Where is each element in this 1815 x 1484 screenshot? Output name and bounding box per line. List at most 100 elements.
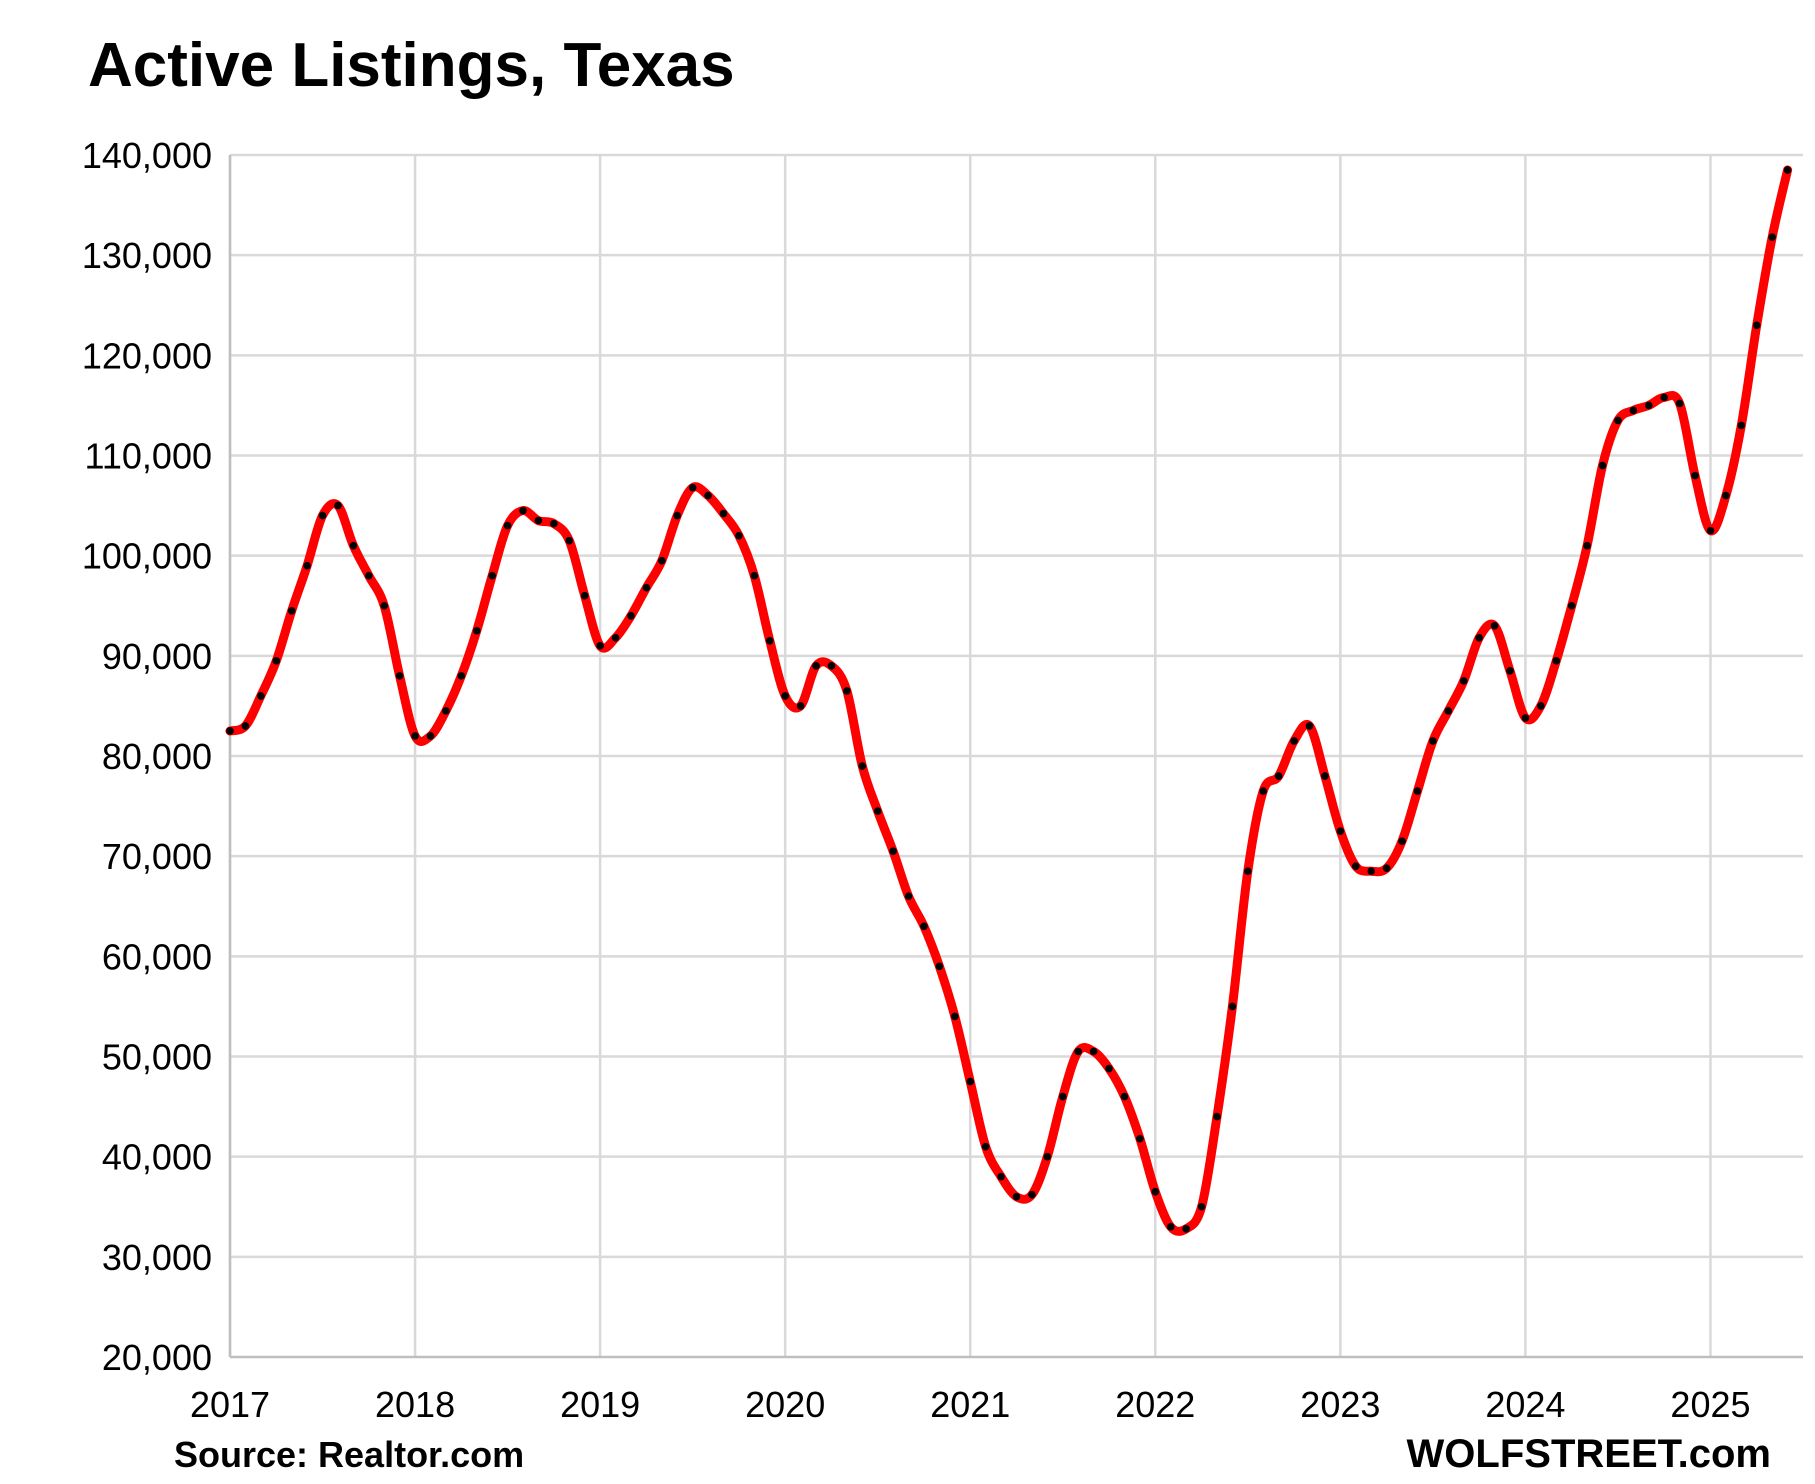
data-point — [1675, 399, 1684, 408]
chart-title: Active Listings, Texas — [88, 31, 735, 100]
x-tick-labels: 2017 2018 2019 2020 2021 2022 2023 2024 2025 — [190, 1384, 1751, 1425]
data-point — [580, 591, 589, 600]
data-point — [519, 506, 527, 515]
data-point — [550, 519, 558, 528]
data-point — [704, 491, 712, 500]
y-tick-label: 40,000 — [102, 1137, 212, 1178]
y-tick-label: 50,000 — [102, 1037, 212, 1078]
data-point — [1783, 166, 1792, 174]
data-point — [796, 702, 805, 710]
data-point — [920, 922, 928, 931]
data-point — [1244, 867, 1252, 875]
data-point — [688, 483, 697, 492]
data-point — [1182, 1224, 1190, 1233]
x-tick-label: 2024 — [1485, 1384, 1565, 1425]
data-point — [426, 732, 435, 740]
y-tick-label: 80,000 — [102, 736, 212, 777]
data-point — [935, 962, 944, 971]
data-point — [1290, 737, 1298, 745]
data-point — [318, 511, 327, 520]
data-point — [1305, 722, 1314, 730]
data-point — [812, 662, 820, 670]
data-point — [611, 634, 620, 642]
data-point — [334, 501, 342, 510]
y-tick-label: 20,000 — [102, 1337, 212, 1378]
y-tick-label: 130,000 — [82, 235, 212, 276]
data-point — [287, 606, 296, 615]
data-point — [951, 1012, 959, 1021]
data-point — [858, 762, 867, 770]
data-point — [873, 807, 882, 815]
data-point — [627, 611, 635, 620]
data-point — [1706, 526, 1715, 535]
y-tick-labels: 20,000 30,000 40,000 50,000 60,000 70,000 80,0… — [82, 135, 212, 1378]
data-point — [1459, 677, 1468, 685]
data-point — [1737, 421, 1746, 430]
data-point — [596, 642, 604, 650]
data-point — [1506, 667, 1514, 675]
data-point — [241, 722, 250, 730]
data-point — [1629, 406, 1638, 415]
data-point — [1197, 1202, 1206, 1211]
data-point — [1367, 867, 1375, 875]
x-tick-label: 2025 — [1670, 1384, 1750, 1425]
data-point — [966, 1077, 975, 1086]
data-point — [719, 509, 728, 518]
data-point — [503, 521, 512, 530]
data-point — [1259, 787, 1268, 795]
series-line — [225, 165, 1793, 1236]
data-point — [1598, 461, 1607, 470]
y-tick-label: 70,000 — [102, 836, 212, 877]
data-point — [303, 561, 311, 570]
data-point — [395, 672, 404, 680]
data-point — [658, 556, 666, 565]
axes — [228, 155, 1803, 1359]
data-point — [827, 662, 836, 670]
data-point — [1058, 1092, 1067, 1101]
data-point — [1429, 737, 1437, 745]
grid-lines — [228, 153, 1803, 1357]
data-point — [1028, 1190, 1036, 1199]
data-point — [1537, 702, 1545, 710]
x-tick-label: 2017 — [190, 1384, 270, 1425]
x-tick-label: 2019 — [560, 1384, 640, 1425]
data-point — [765, 637, 774, 645]
data-point — [565, 536, 574, 545]
data-point — [1151, 1187, 1160, 1196]
y-tick-label: 60,000 — [102, 936, 212, 977]
data-point — [1614, 416, 1622, 425]
x-tick-label: 2018 — [375, 1384, 455, 1425]
data-point — [1752, 321, 1761, 330]
source-label: Source: Realtor.com — [174, 1434, 525, 1475]
data-point — [1213, 1112, 1221, 1121]
data-point — [1336, 827, 1345, 835]
y-tick-label: 120,000 — [82, 335, 212, 376]
data-point — [1089, 1047, 1098, 1056]
data-point — [889, 847, 897, 855]
data-point — [781, 692, 789, 700]
y-tick-label: 90,000 — [102, 636, 212, 677]
data-point — [673, 511, 682, 520]
data-point — [1490, 621, 1499, 630]
data-point — [1012, 1192, 1021, 1201]
data-point — [1691, 471, 1699, 480]
data-point — [1398, 837, 1406, 845]
x-tick-label: 2020 — [745, 1384, 825, 1425]
data-point — [1644, 401, 1653, 410]
data-point — [257, 692, 265, 700]
data-point — [534, 516, 543, 525]
x-tick-label: 2022 — [1115, 1384, 1195, 1425]
data-point — [1321, 772, 1329, 780]
data-point — [472, 626, 481, 635]
data-point — [1351, 862, 1360, 870]
data-point — [1475, 634, 1483, 642]
data-point — [981, 1142, 990, 1151]
data-point — [226, 727, 234, 735]
data-point — [1105, 1064, 1113, 1073]
x-tick-label: 2023 — [1300, 1384, 1380, 1425]
data-point — [364, 571, 373, 580]
series-layer — [225, 165, 1793, 1236]
y-tick-label: 30,000 — [102, 1237, 212, 1278]
data-point — [272, 657, 281, 665]
